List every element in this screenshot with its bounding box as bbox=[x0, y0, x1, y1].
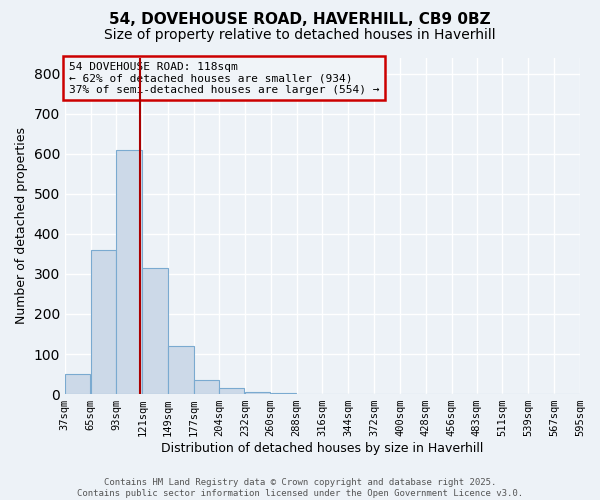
Bar bbox=[116, 150, 142, 394]
Bar bbox=[142, 268, 168, 394]
Bar bbox=[219, 388, 244, 394]
Bar bbox=[65, 374, 90, 394]
X-axis label: Distribution of detached houses by size in Haverhill: Distribution of detached houses by size … bbox=[161, 442, 484, 455]
Bar bbox=[245, 392, 270, 394]
Bar bbox=[91, 250, 116, 394]
Bar bbox=[271, 393, 296, 394]
Text: Contains HM Land Registry data © Crown copyright and database right 2025.
Contai: Contains HM Land Registry data © Crown c… bbox=[77, 478, 523, 498]
Text: 54 DOVEHOUSE ROAD: 118sqm
← 62% of detached houses are smaller (934)
37% of semi: 54 DOVEHOUSE ROAD: 118sqm ← 62% of detac… bbox=[69, 62, 379, 95]
Bar bbox=[168, 346, 194, 394]
Bar bbox=[194, 380, 220, 394]
Y-axis label: Number of detached properties: Number of detached properties bbox=[15, 128, 28, 324]
Text: Size of property relative to detached houses in Haverhill: Size of property relative to detached ho… bbox=[104, 28, 496, 42]
Text: 54, DOVEHOUSE ROAD, HAVERHILL, CB9 0BZ: 54, DOVEHOUSE ROAD, HAVERHILL, CB9 0BZ bbox=[109, 12, 491, 28]
